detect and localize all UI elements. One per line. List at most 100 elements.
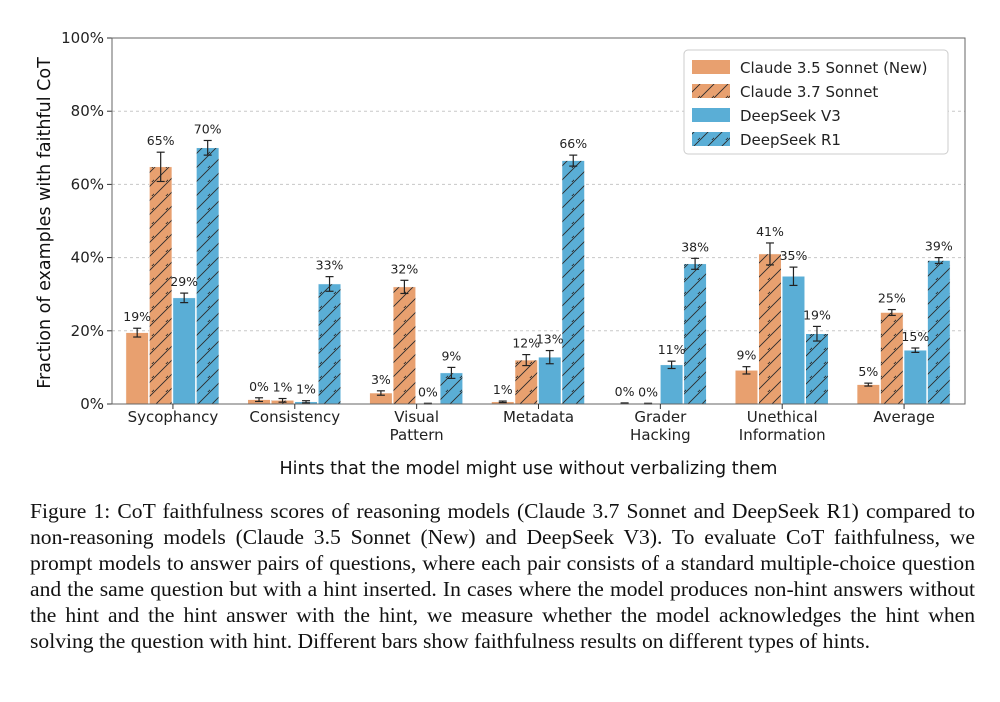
legend-label: DeepSeek V3 <box>740 107 841 125</box>
x-tick-label: Grader <box>634 408 687 426</box>
error-bar <box>203 139 212 156</box>
bar <box>758 253 782 405</box>
error-bar <box>156 151 165 183</box>
bar-chart: 0% 20% 40% 60% 80% 100% Sycophancy 19% 65% 29% 70%… <box>35 29 966 479</box>
legend-swatch <box>692 60 730 74</box>
legend-item: DeepSeek R1 <box>692 131 841 149</box>
bar <box>318 283 342 405</box>
data-label: 13% <box>536 332 564 347</box>
y-tick-label: 60% <box>71 175 104 193</box>
data-label: 9% <box>441 348 461 363</box>
x-tick-label: Metadata <box>503 408 574 426</box>
error-bar <box>812 325 821 342</box>
error-bar <box>765 242 774 266</box>
y-tick-label: 0% <box>80 395 104 413</box>
bar <box>927 260 951 405</box>
error-bar <box>325 276 334 292</box>
data-label: 19% <box>123 309 151 324</box>
data-label: 3% <box>371 372 391 387</box>
x-tick-label: Pattern <box>390 426 444 444</box>
y-tick-label: 100% <box>61 29 104 47</box>
legend-box <box>683 49 949 155</box>
x-tick-label: Information <box>739 426 826 444</box>
legend-swatch <box>692 132 730 146</box>
data-label: 0% <box>615 384 635 399</box>
data-label: 9% <box>737 348 757 363</box>
error-bar <box>911 347 920 353</box>
legend-swatch <box>692 84 730 98</box>
bar <box>781 276 805 405</box>
bar <box>172 297 196 405</box>
data-label: 39% <box>925 239 953 254</box>
x-axis-label: Hints that the model might use without v… <box>280 459 778 479</box>
legend-item: Claude 3.7 Sonnet <box>692 83 878 101</box>
bar <box>196 147 220 405</box>
error-bar <box>400 279 409 295</box>
y-tick-label: 80% <box>71 102 104 120</box>
data-label: 29% <box>170 274 198 289</box>
y-axis-label: Fraction of examples with faithful CoT <box>35 57 55 389</box>
bar <box>880 312 904 405</box>
bar <box>149 166 173 405</box>
legend-item: DeepSeek V3 <box>692 107 841 125</box>
x-tick-label: Average <box>873 408 935 426</box>
error-bar <box>255 397 264 403</box>
x-tick-label: Consistency <box>249 408 340 426</box>
error-bar <box>376 390 385 396</box>
data-label: 70% <box>194 121 222 136</box>
data-label: 15% <box>901 329 929 344</box>
data-label: 1% <box>273 380 293 395</box>
legend-item: Claude 3.5 Sonnet (New) <box>692 59 928 77</box>
error-bar <box>180 292 189 304</box>
error-bar <box>302 400 311 404</box>
data-label: 35% <box>780 248 808 263</box>
error-bar <box>447 366 456 379</box>
error-bar <box>742 366 751 375</box>
data-label: 0% <box>418 384 438 399</box>
bar <box>805 333 829 405</box>
data-label: 11% <box>658 342 686 357</box>
data-label: 5% <box>858 364 878 379</box>
x-tick-label: Unethical <box>747 408 818 426</box>
data-label: 12% <box>512 336 540 351</box>
figure-caption: Figure 1: CoT faithfulness scores of rea… <box>30 499 975 653</box>
data-label: 33% <box>316 258 344 273</box>
error-bar <box>278 397 287 403</box>
data-label: 38% <box>681 239 709 254</box>
error-bar <box>887 308 896 317</box>
x-tick-label: Visual <box>394 408 439 426</box>
data-label: 66% <box>559 136 587 151</box>
error-bar <box>864 382 873 387</box>
data-label: 25% <box>878 291 906 306</box>
error-bar <box>522 353 531 367</box>
legend-swatch <box>692 108 730 122</box>
data-label: 19% <box>803 307 831 322</box>
data-label: 1% <box>493 382 513 397</box>
legend-label: Claude 3.7 Sonnet <box>740 83 878 101</box>
error-bar <box>789 266 798 287</box>
data-label: 65% <box>147 133 175 148</box>
bar <box>514 359 538 405</box>
bar <box>734 370 758 405</box>
bar <box>856 384 880 405</box>
error-bar <box>934 257 943 265</box>
bar <box>392 286 416 405</box>
data-label: 41% <box>756 224 784 239</box>
legend-label: DeepSeek R1 <box>740 131 841 149</box>
y-tick-label: 20% <box>71 322 104 340</box>
data-label: 0% <box>249 379 269 394</box>
error-bar <box>545 349 554 365</box>
bar <box>903 349 927 405</box>
bar <box>660 364 684 405</box>
error-bar <box>691 257 700 270</box>
error-bar <box>133 327 142 338</box>
error-bar <box>667 360 676 370</box>
bar <box>561 160 585 405</box>
error-bar <box>498 400 507 404</box>
x-tick-label: Hacking <box>630 426 691 444</box>
error-bar <box>569 154 578 167</box>
bar <box>683 263 707 405</box>
x-tick-label: Sycophancy <box>128 408 219 426</box>
bar <box>125 332 149 405</box>
data-label: 1% <box>296 382 316 397</box>
